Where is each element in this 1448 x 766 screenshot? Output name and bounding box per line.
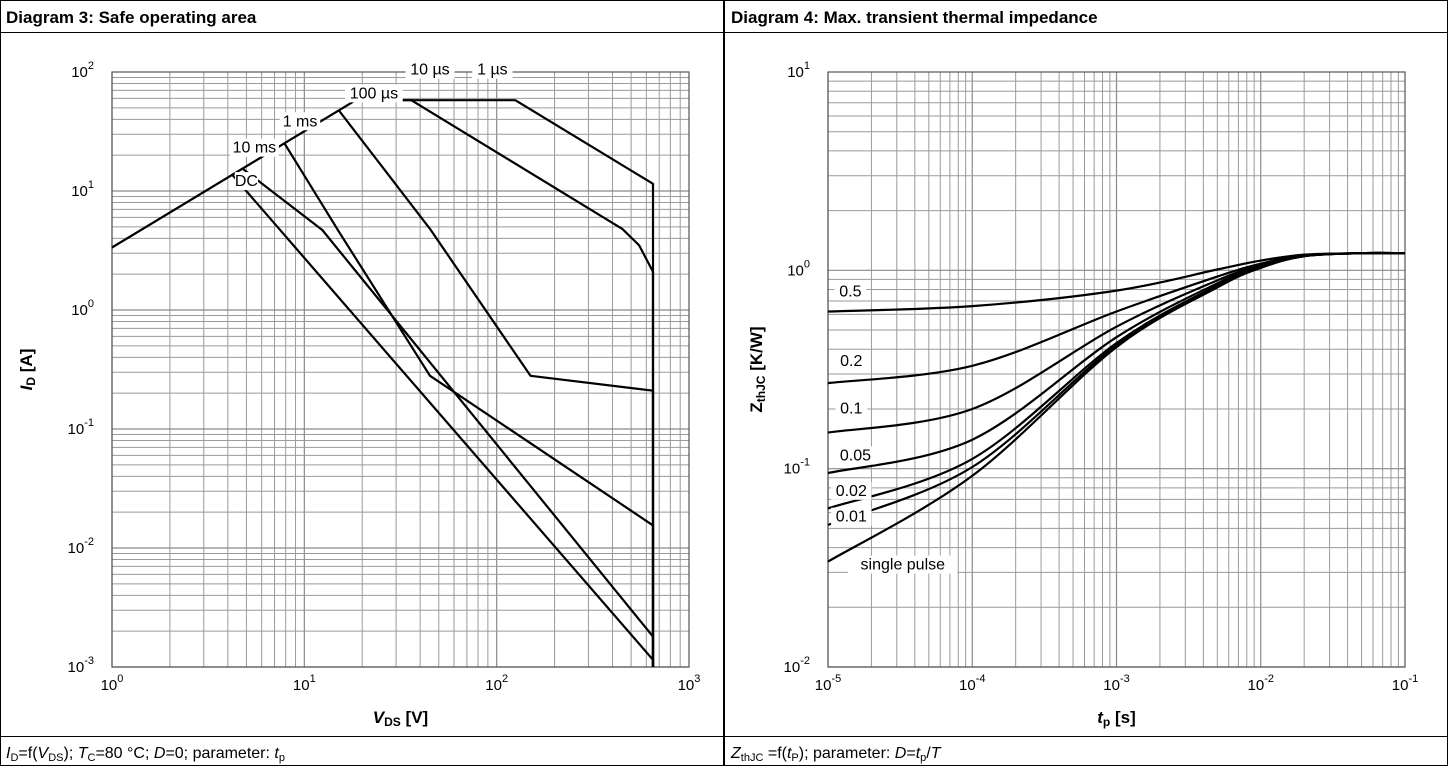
curve-label-bg [835,399,868,418]
x-axis-label: tp [s] [1097,708,1136,729]
series-line [827,251,1406,563]
curve-label-bg [831,481,872,500]
curve-label-bg [234,172,259,191]
curve-label-bg [405,60,455,79]
x-tick-label: 10-4 [959,673,985,694]
curve-label: 0.02 [836,483,867,500]
x-tick-label: 100 [101,673,124,694]
panel-thermal-impedance: Diagram 4: Max. transient thermal impeda… [724,0,1448,766]
curve-label: DC [235,173,258,190]
soa-chart: 100 101 102 103 102 101 100 10-1 10-2 10-3 VDS [V]… [17,60,700,729]
curve-label-bg [834,282,867,301]
grid [827,72,1405,668]
curve-label: 1 ms [283,113,318,130]
curve-label: 0.2 [840,353,862,370]
panel-caption: ID=f(VDS); TC=80 °C; D=0; parameter: tp [6,745,285,764]
curve-label: 0.1 [840,400,862,417]
y-tick-label: 100 [71,298,94,319]
plot-frame [827,71,1406,668]
curve-label-bg [835,351,868,370]
plot-frame [111,71,690,668]
curve-label: 0.5 [839,283,861,300]
series-line [231,173,655,667]
curve-label-bg [848,555,958,574]
curve-label: 100 µs [350,85,398,102]
panel-safe-operating-area: Diagram 3: Safe operating area ID=f(VDS)… [0,0,724,766]
series-line [283,143,655,667]
series-line [242,168,655,667]
y-tick-label: 10-2 [784,655,810,676]
y-tick-label: 10-3 [68,655,94,676]
grid [111,72,689,668]
x-tick-label: 10-5 [815,673,841,694]
curve-label-bg [279,112,321,131]
panel-title: Diagram 3: Safe operating area [6,8,257,27]
x-tick-label: 103 [678,673,701,694]
y-tick-label: 10-1 [68,417,94,438]
curve-label-bg [835,446,876,465]
curve-label: single pulse [861,557,946,574]
y-tick-label: 102 [71,60,94,81]
y-axis-label: ID [A] [17,349,38,391]
curve-label-bg [229,138,279,157]
y-axis-label: ZthJC [K/W] [747,326,768,412]
curve-label: 1 µs [477,62,508,79]
panel-caption: ZthJC =f(tP); parameter: D=tp/T [730,745,942,764]
y-tick-label: 10-2 [68,536,94,557]
curve-label: 10 ms [233,140,277,157]
x-axis-label: VDS [V] [373,708,428,729]
series-line [111,99,655,667]
x-tick-label: 102 [485,673,508,694]
curve-label: 0.01 [836,509,867,526]
x-tick-label: 10-3 [1103,673,1129,694]
series-line [338,110,655,667]
x-tick-label: 10-1 [1392,673,1418,694]
zth-chart: 10-5 10-4 10-3 10-2 10-1 101 100 10-1 10-2 tp [s]… [747,60,1418,729]
curve-label-bg [831,507,872,526]
y-tick-label: 101 [787,60,810,81]
x-tick-label: 101 [293,673,316,694]
panel-title: Diagram 4: Max. transient thermal impeda… [731,8,1098,27]
x-tick-label: 10-2 [1248,673,1274,694]
y-tick-label: 10-1 [784,457,810,478]
curve-label-bg [345,84,403,103]
y-tick-label: 101 [71,179,94,200]
curve-label: 0.05 [840,447,871,464]
curve-label-bg [472,60,513,79]
curve-label: 10 µs [410,62,449,79]
y-tick-label: 100 [787,258,810,279]
